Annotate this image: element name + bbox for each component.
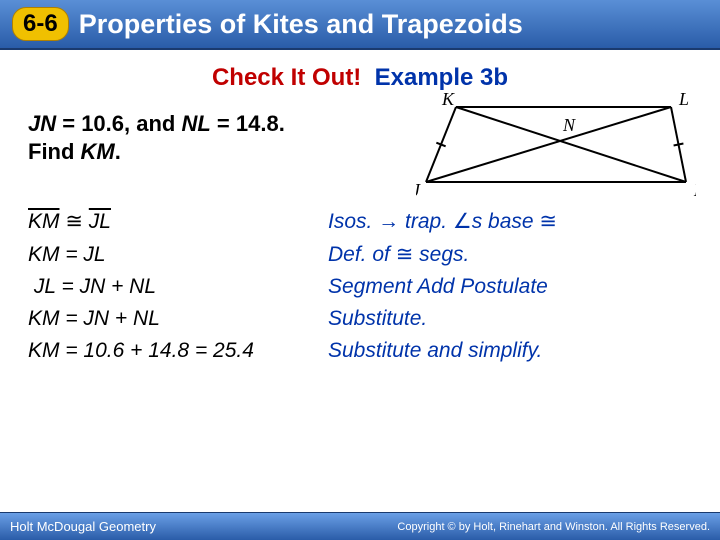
proof-statement: KM = 10.6 + 14.8 = 25.4 xyxy=(28,339,328,363)
proof-statement: KM = JN + NL xyxy=(28,307,328,331)
proof-statement: KM ≅ JL xyxy=(28,209,328,234)
svg-text:J: J xyxy=(416,180,421,200)
subtitle: Check It Out! Example 3b xyxy=(0,64,720,92)
content-area: JN = 10.6, and NL = 14.8. Find KM. K L J M N… xyxy=(0,92,720,363)
proof-reason: Segment Add Postulate xyxy=(328,275,548,299)
proof-row: JL = JN + NLSegment Add Postulate xyxy=(28,275,692,299)
header-title: Properties of Kites and Trapezoids xyxy=(79,9,523,40)
proof-row: KM ≅ JLIsos. → trap. ∠s base ≅ xyxy=(28,209,692,234)
proof-statement: KM = JL xyxy=(28,243,328,267)
svg-text:M: M xyxy=(693,180,696,200)
proof-steps: KM ≅ JLIsos. → trap. ∠s base ≅KM = JLDef… xyxy=(28,209,692,363)
subtitle-red: Check It Out! xyxy=(212,64,361,91)
footer-right: Copyright © by Holt, Rinehart and Winsto… xyxy=(397,521,710,533)
proof-row: KM = JLDef. of ≅ segs. xyxy=(28,242,692,267)
proof-reason: Isos. → trap. ∠s base ≅ xyxy=(328,209,557,234)
svg-text:L: L xyxy=(678,92,689,109)
section-pill: 6-6 xyxy=(12,7,69,41)
proof-statement: JL = JN + NL xyxy=(28,275,328,299)
header-bar: 6-6 Properties of Kites and Trapezoids xyxy=(0,0,720,50)
svg-text:N: N xyxy=(562,115,576,135)
svg-text:K: K xyxy=(441,92,455,109)
proof-row: KM = 10.6 + 14.8 = 25.4Substitute and si… xyxy=(28,339,692,363)
trapezoid-diagram: K L J M N xyxy=(416,92,696,202)
subtitle-blue: Example 3b xyxy=(368,64,508,91)
proof-reason: Def. of ≅ segs. xyxy=(328,242,469,267)
footer-left: Holt McDougal Geometry xyxy=(10,519,156,534)
proof-reason: Substitute. xyxy=(328,307,427,331)
proof-reason: Substitute and simplify. xyxy=(328,339,542,363)
footer-bar: Holt McDougal Geometry Copyright © by Ho… xyxy=(0,512,720,540)
problem-statement: JN = 10.6, and NL = 14.8. Find KM. xyxy=(28,110,408,165)
proof-row: KM = JN + NLSubstitute. xyxy=(28,307,692,331)
